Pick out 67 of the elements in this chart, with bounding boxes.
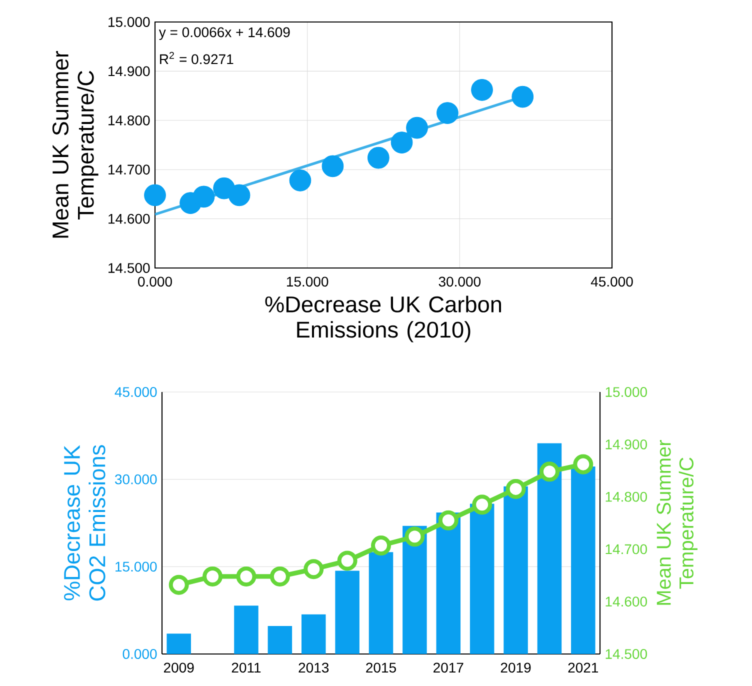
y-tick-label: 15.000 (108, 17, 150, 27)
x-tick-label: 2013 (298, 662, 329, 673)
y2-tick-label: 15.000 (606, 387, 647, 397)
point (512, 86, 534, 108)
point (228, 184, 250, 206)
point (438, 510, 458, 530)
y2-axis-title: Mean UK Summer Temperature/C (656, 440, 698, 605)
y2-tick-label: 14.900 (606, 439, 647, 450)
bar (537, 443, 562, 654)
point (472, 494, 492, 515)
bar (504, 486, 528, 654)
point (202, 566, 223, 586)
point (436, 102, 458, 124)
x-tick-label: 2015 (366, 662, 396, 673)
point (168, 574, 189, 595)
y-tick-label: 45.000 (114, 387, 157, 397)
point (236, 566, 256, 586)
bar (571, 466, 596, 654)
y-tick-label: 0.000 (122, 649, 157, 659)
point (192, 186, 215, 208)
y-tick-label: 30.000 (114, 474, 157, 484)
x-tick-label: 2021 (568, 662, 598, 673)
y-tick-label: 14.700 (108, 164, 150, 175)
bar (301, 614, 326, 654)
y-tick-label: 14.800 (108, 115, 150, 126)
bar (234, 606, 258, 654)
point (289, 169, 312, 192)
x-tick-label: 45.000 (590, 276, 633, 287)
bar (335, 570, 360, 654)
point (539, 462, 560, 482)
y2-tick-label: 14.600 (606, 596, 647, 607)
x-axis-title: %Decrease UK Carbon Emissions (2010) (265, 296, 502, 342)
y-tick-label: 14.900 (108, 66, 150, 76)
x-tick-label: 2009 (164, 662, 194, 673)
point (367, 146, 390, 169)
point (371, 536, 392, 556)
annotation: y = 0.0066x + 14.609 (158, 27, 290, 40)
point (573, 454, 594, 474)
bar (166, 634, 191, 654)
x-tick-label: 2017 (434, 662, 464, 673)
y2-tick-label: 14.500 (606, 649, 647, 659)
bar (368, 552, 394, 654)
point (404, 526, 425, 547)
x-tick-label: 0.000 (138, 276, 172, 287)
y-tick-label: 14.500 (108, 263, 150, 273)
y2-tick-label: 14.800 (606, 492, 647, 502)
bar (268, 626, 292, 654)
point (322, 155, 344, 178)
y-axis-title: Mean UK Summer Temperature/C (52, 50, 98, 238)
x-tick-label: 30.000 (438, 276, 481, 287)
y2-tick-label: 14.700 (606, 544, 647, 554)
point (506, 478, 526, 499)
y-tick-label: 14.600 (108, 214, 150, 224)
point (337, 550, 358, 571)
y-tick-label: 15.000 (116, 562, 157, 572)
annotation: R$^{2}$ = 0.9271 (160, 52, 234, 64)
bar (470, 504, 494, 654)
point (390, 132, 413, 154)
point (406, 116, 428, 139)
x-tick-label: 15.000 (286, 276, 328, 287)
point (471, 78, 493, 101)
x-tick-label: 2011 (232, 662, 261, 673)
point (270, 566, 290, 586)
point (144, 184, 166, 206)
point (304, 559, 324, 580)
y-axis-title: %Decrease UK CO2 Emissions (64, 445, 106, 601)
x-tick-label: 2019 (500, 662, 531, 673)
